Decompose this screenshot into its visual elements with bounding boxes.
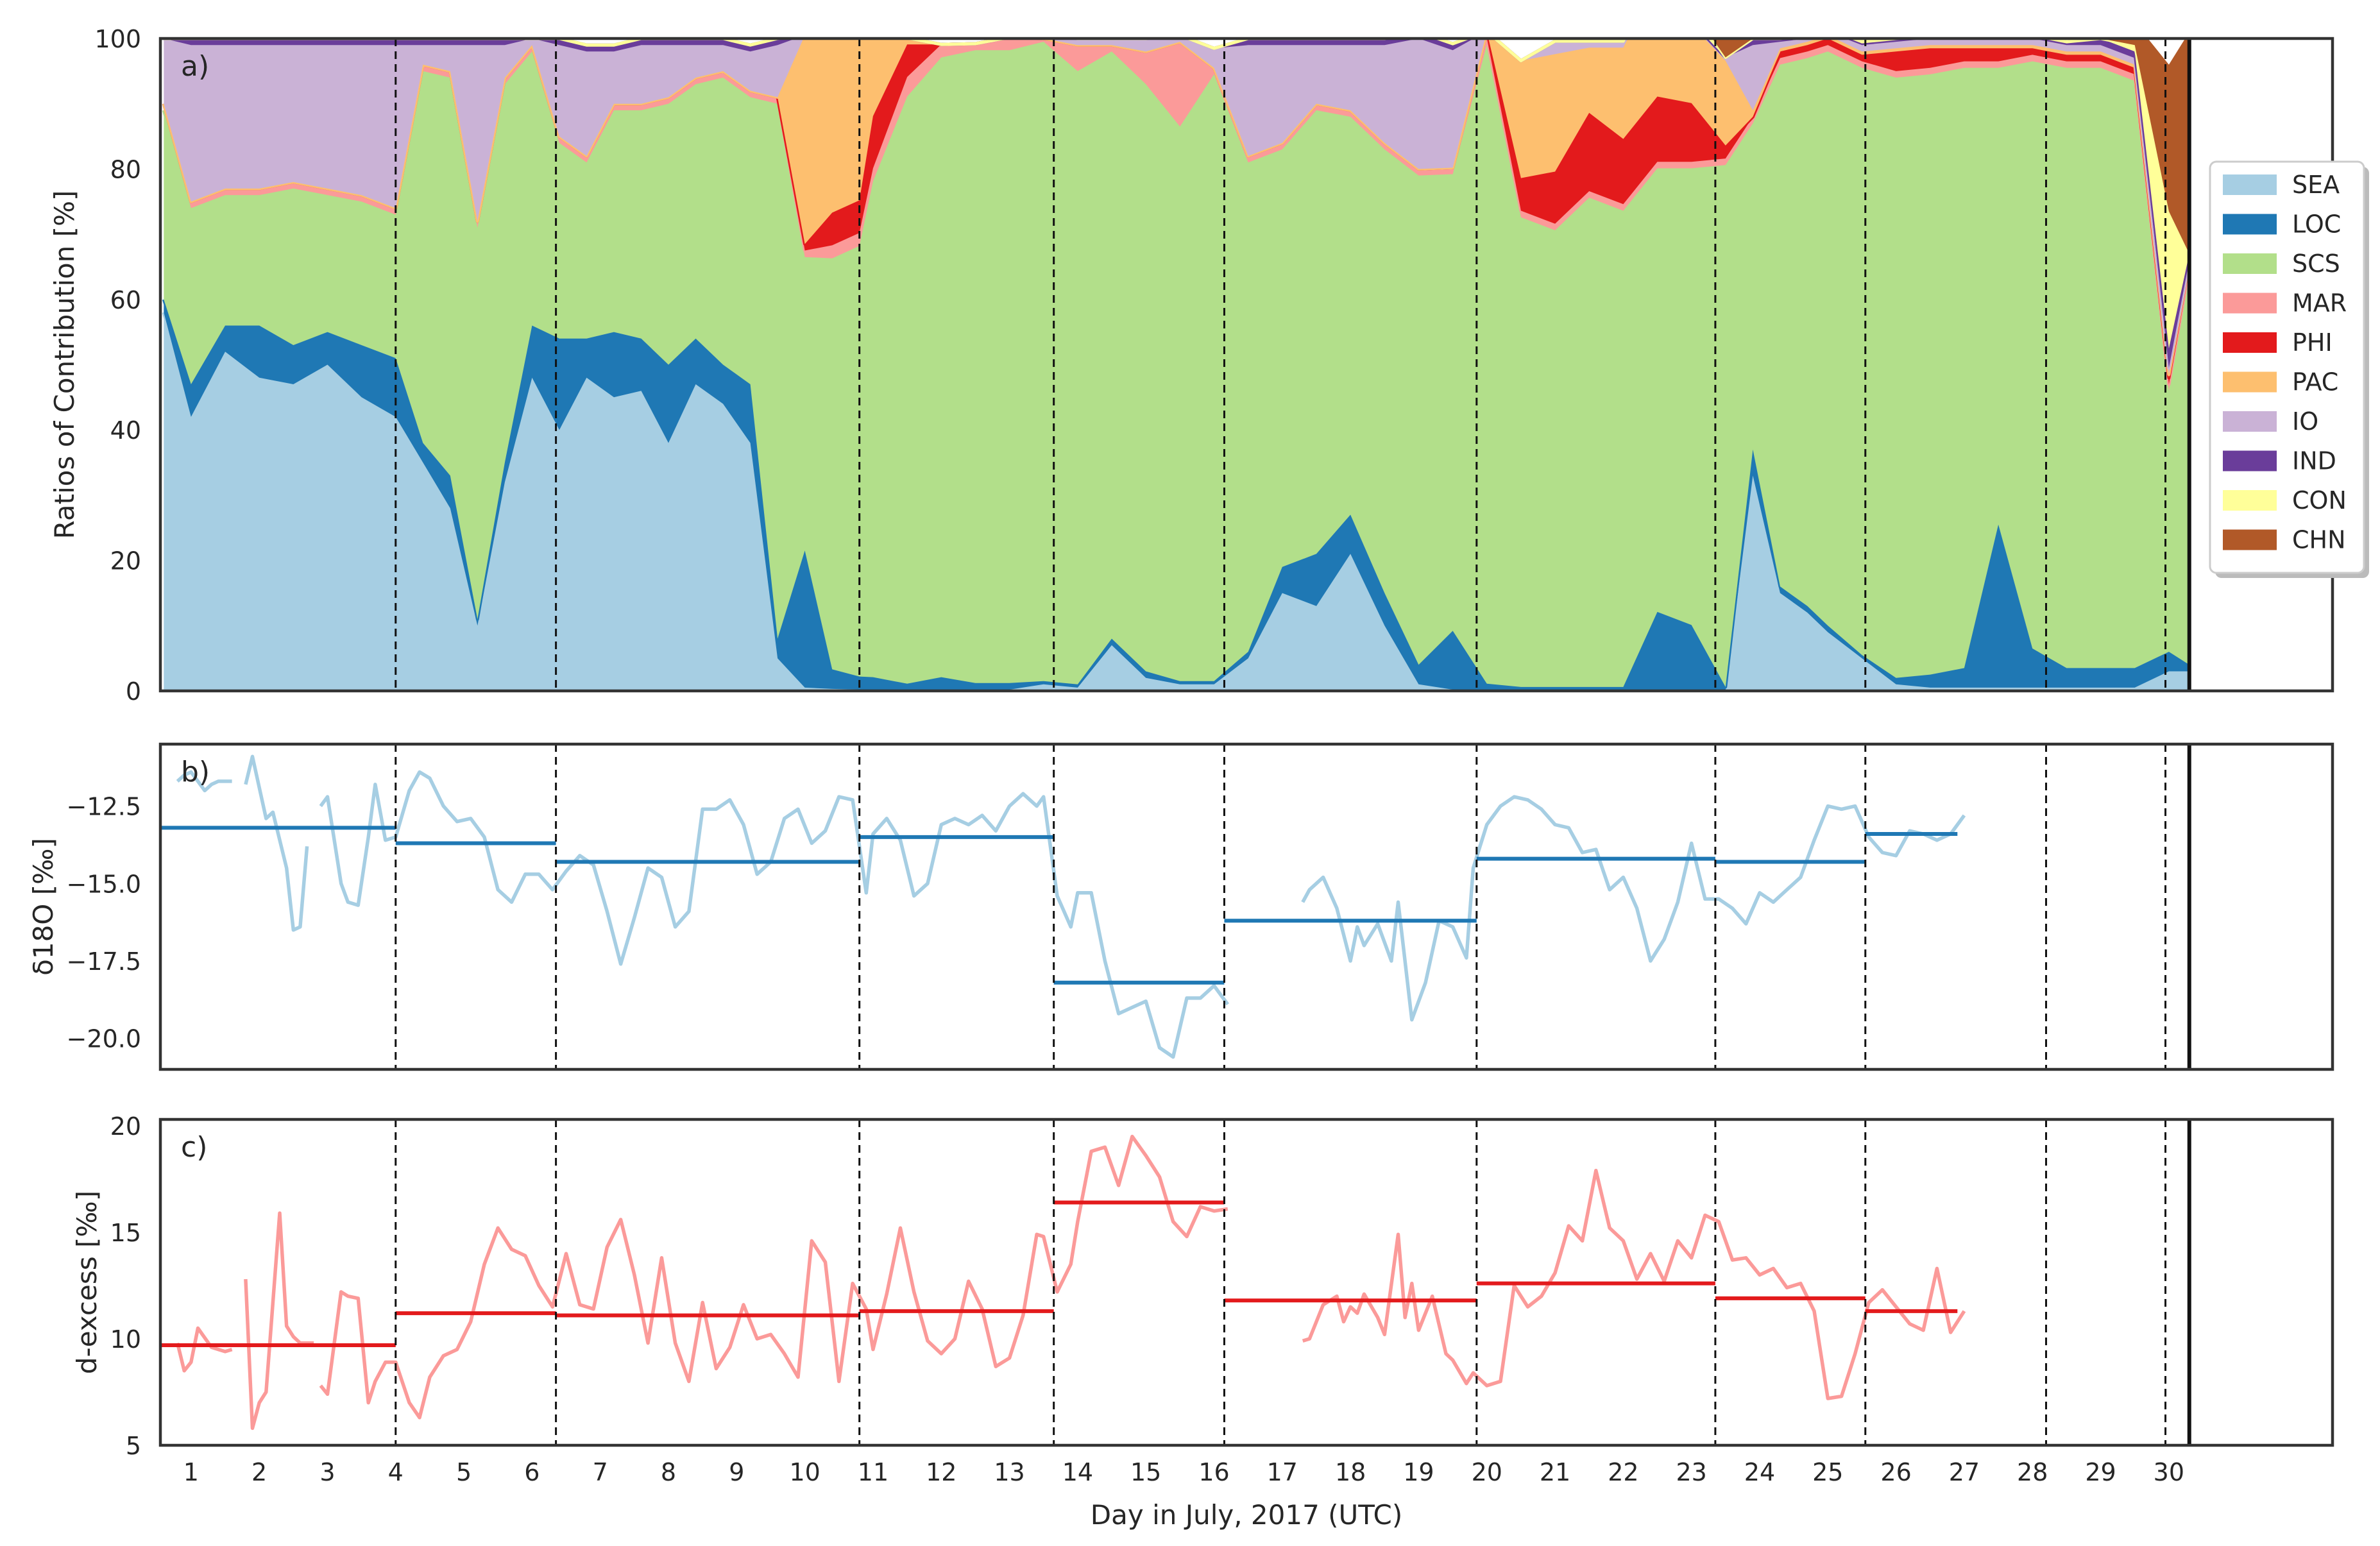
- y-tick-label: 40: [110, 416, 141, 445]
- x-tick-label: 8: [661, 1458, 676, 1486]
- panel-label: a): [181, 50, 209, 83]
- y-tick-label: −12.5: [67, 793, 141, 821]
- legend-swatch-mar: [2223, 293, 2277, 314]
- legend-swatch-pac: [2223, 371, 2277, 393]
- y-tick-label: −17.5: [67, 947, 141, 976]
- y-axis-label: Ratios of Contribution [%]: [49, 191, 80, 539]
- area-mar: [164, 38, 2197, 391]
- x-tick-label: 21: [1540, 1458, 1570, 1486]
- legend-label-chn: CHN: [2292, 526, 2346, 554]
- axes-frame: [158, 1117, 2334, 1447]
- x-tick-label: 25: [1812, 1458, 1843, 1486]
- panel-a: 0 20 40 60 80 100 a) Ratios of Contribution [%]: [49, 25, 2334, 706]
- series-line-1: [244, 1211, 314, 1431]
- x-tick-label: 20: [1472, 1458, 1502, 1486]
- x-tick-label: 6: [524, 1458, 540, 1486]
- y-tick-label: 5: [126, 1432, 141, 1460]
- x-tick-label: 3: [319, 1458, 335, 1486]
- x-tick-label: 18: [1335, 1458, 1366, 1486]
- series-line-3: [1301, 795, 1966, 1022]
- x-tick-label: 2: [251, 1458, 267, 1486]
- x-tick-label: 30: [2154, 1458, 2184, 1486]
- area-phi: [164, 38, 2197, 384]
- area-scs: [164, 42, 2197, 687]
- y-tick-label: 60: [110, 286, 141, 314]
- legend-label-phi: PHI: [2292, 328, 2333, 357]
- legend-swatch-chn: [2223, 529, 2277, 550]
- x-tick-label: 24: [1744, 1458, 1775, 1486]
- legend-label-scs: SCS: [2292, 250, 2340, 278]
- panel-b: −20.0 −17.5 −15.0 −12.5 b) δ18O [‰]: [28, 742, 2334, 1071]
- x-tick-label: 10: [789, 1458, 820, 1486]
- legend-swatch-sea: [2223, 174, 2277, 195]
- legend-label-pac: PAC: [2292, 368, 2338, 396]
- x-tick-label: 1: [183, 1458, 199, 1486]
- y-tick-label: 15: [110, 1219, 141, 1247]
- x-tick-label: 16: [1198, 1458, 1229, 1486]
- panel-label: c): [181, 1131, 207, 1164]
- x-tick-label: 26: [1880, 1458, 1911, 1486]
- legend-swatch-scs: [2223, 253, 2277, 274]
- x-axis: 1 2 3 4 5 6 7 8 9 10 11 12 13 14 15 16 17 18 19 20 21 22 23 24 2…: [183, 1458, 2184, 1531]
- plot-area: [160, 754, 1966, 1059]
- y-tick-label: 20: [110, 547, 141, 575]
- y-tick-label: 10: [110, 1325, 141, 1354]
- y-axis-label: d-excess [‰]: [71, 1191, 103, 1374]
- legend-label-mar: MAR: [2292, 289, 2347, 318]
- x-tick-label: 13: [994, 1458, 1024, 1486]
- panel-c: 5 10 15 20 c) d-excess [‰]: [71, 1112, 2334, 1460]
- x-tick-label: 4: [388, 1458, 404, 1486]
- panel-label: b): [181, 756, 210, 788]
- x-tick-label: 9: [729, 1458, 744, 1486]
- legend-swatch-ind: [2223, 450, 2277, 471]
- legend-label-sea: SEA: [2292, 171, 2340, 199]
- area-io: [164, 38, 2197, 375]
- x-axis-label: Day in July, 2017 (UTC): [1091, 1499, 1402, 1531]
- y-tick-label: 80: [110, 155, 141, 183]
- y-tick-label: −15.0: [67, 870, 141, 898]
- plot-area: [160, 1134, 1966, 1431]
- plot-area: [162, 38, 2333, 691]
- y-tick-label: −20.0: [67, 1025, 141, 1053]
- legend-label-io: IO: [2292, 407, 2318, 436]
- y-axis-label: δ18O [‰]: [28, 838, 59, 976]
- legend-swatch-loc: [2223, 214, 2277, 235]
- area-loc: [164, 299, 2197, 690]
- legend-swatch-con: [2223, 490, 2277, 511]
- y-tick-label: 100: [94, 25, 141, 53]
- x-tick-label: 29: [2085, 1458, 2116, 1486]
- x-tick-label: 5: [456, 1458, 472, 1486]
- y-tick-label: 0: [126, 677, 141, 706]
- x-tick-label: 11: [858, 1458, 888, 1486]
- series-line-2: [319, 1134, 1228, 1420]
- area-sea: [164, 312, 2197, 691]
- x-tick-label: 27: [1949, 1458, 1980, 1486]
- x-tick-label: 17: [1267, 1458, 1298, 1486]
- axes-frame: [158, 742, 2334, 1071]
- legend-swatch-phi: [2223, 332, 2277, 353]
- x-tick-label: 12: [926, 1458, 956, 1486]
- series-line-3: [1302, 1168, 1966, 1400]
- legend: SEA LOC SCS MAR PHI PAC IO IND CON CHN: [2209, 160, 2369, 578]
- y-tick-label: 20: [110, 1112, 141, 1141]
- x-tick-label: 19: [1403, 1458, 1434, 1486]
- legend-swatch-io: [2223, 411, 2277, 432]
- series-line-2: [319, 770, 1230, 1059]
- x-tick-label: 14: [1062, 1458, 1093, 1486]
- series-line-1: [244, 754, 309, 932]
- legend-label-loc: LOC: [2292, 210, 2341, 239]
- x-tick-label: 23: [1676, 1458, 1706, 1486]
- x-tick-label: 28: [2017, 1458, 2048, 1486]
- legend-label-ind: IND: [2292, 447, 2336, 475]
- x-tick-label: 7: [593, 1458, 608, 1486]
- series-line-0: [175, 1326, 233, 1373]
- legend-label-con: CON: [2292, 486, 2347, 514]
- edge-con: [164, 38, 2198, 256]
- series-line-0: [176, 770, 232, 793]
- x-tick-label: 22: [1608, 1458, 1638, 1486]
- x-tick-label: 15: [1130, 1458, 1161, 1486]
